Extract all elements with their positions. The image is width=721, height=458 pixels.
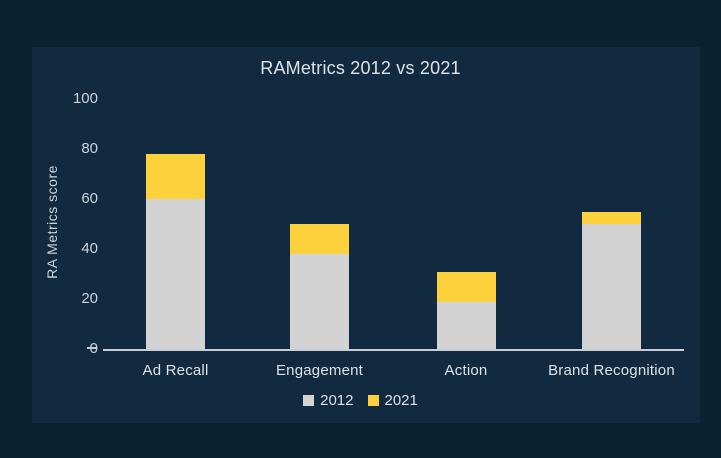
bar-brand-recognition-2021 — [582, 211, 641, 224]
x-label-action: Action — [444, 362, 488, 379]
bar-action-2012 — [436, 301, 496, 349]
y-tick-20: 20 — [81, 290, 98, 307]
legend-swatch-2021 — [367, 395, 379, 406]
x-label-brand-recognition: Brand Recognition — [548, 362, 675, 379]
chart-title: RAMetrics 2012 vs 2021 — [260, 58, 461, 78]
x-label-ad-recall: Ad Recall — [142, 362, 209, 379]
legend-label-2021: 2021 — [384, 392, 418, 409]
y-tick-60: 60 — [81, 190, 98, 207]
legend: 2012 2021 — [0, 392, 721, 409]
y-tick-40: 40 — [81, 240, 98, 257]
zero-tick-mark — [87, 347, 96, 349]
legend-swatch-2012 — [303, 395, 315, 406]
legend-label-2012: 2012 — [320, 392, 354, 409]
y-tick-80: 80 — [81, 140, 98, 157]
y-tick-100: 100 — [72, 90, 98, 107]
x-axis-line — [103, 349, 684, 351]
x-label-engagement: Engagement — [275, 362, 364, 379]
y-axis-label: RA Metrics score — [44, 165, 60, 279]
y-tick-0: 0 — [38, 340, 98, 358]
bar-action-2021 — [436, 271, 496, 302]
bar-engagement-2021 — [290, 224, 349, 254]
bar-brand-recognition-2012 — [582, 224, 641, 349]
legend-item-2012: 2012 — [303, 392, 354, 409]
bar-engagement-2012 — [290, 254, 349, 349]
bar-ad-recall-2021 — [146, 154, 205, 199]
bar-ad-recall-2012 — [146, 199, 205, 349]
legend-item-2021: 2021 — [367, 392, 418, 409]
